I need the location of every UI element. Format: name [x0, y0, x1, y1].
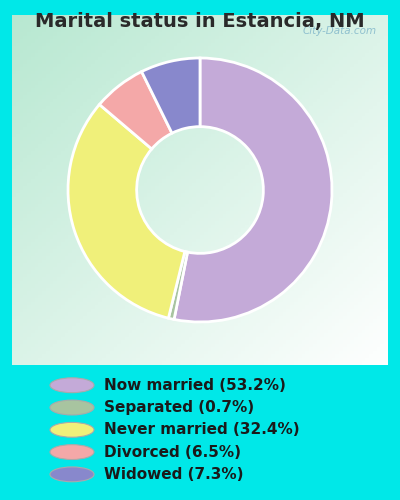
- Text: Divorced (6.5%): Divorced (6.5%): [104, 444, 241, 460]
- Text: Separated (0.7%): Separated (0.7%): [104, 400, 254, 415]
- Text: Never married (32.4%): Never married (32.4%): [104, 422, 300, 438]
- Circle shape: [50, 378, 94, 392]
- Circle shape: [50, 467, 94, 482]
- Circle shape: [50, 444, 94, 460]
- Wedge shape: [142, 58, 200, 133]
- Text: Marital status in Estancia, NM: Marital status in Estancia, NM: [35, 12, 365, 32]
- Circle shape: [50, 400, 94, 415]
- Text: Now married (53.2%): Now married (53.2%): [104, 378, 286, 393]
- Circle shape: [50, 422, 94, 437]
- Wedge shape: [68, 104, 185, 318]
- Wedge shape: [174, 58, 332, 322]
- Text: Widowed (7.3%): Widowed (7.3%): [104, 467, 244, 482]
- Wedge shape: [168, 252, 188, 320]
- Wedge shape: [100, 72, 172, 149]
- Text: City-Data.com: City-Data.com: [302, 26, 377, 36]
